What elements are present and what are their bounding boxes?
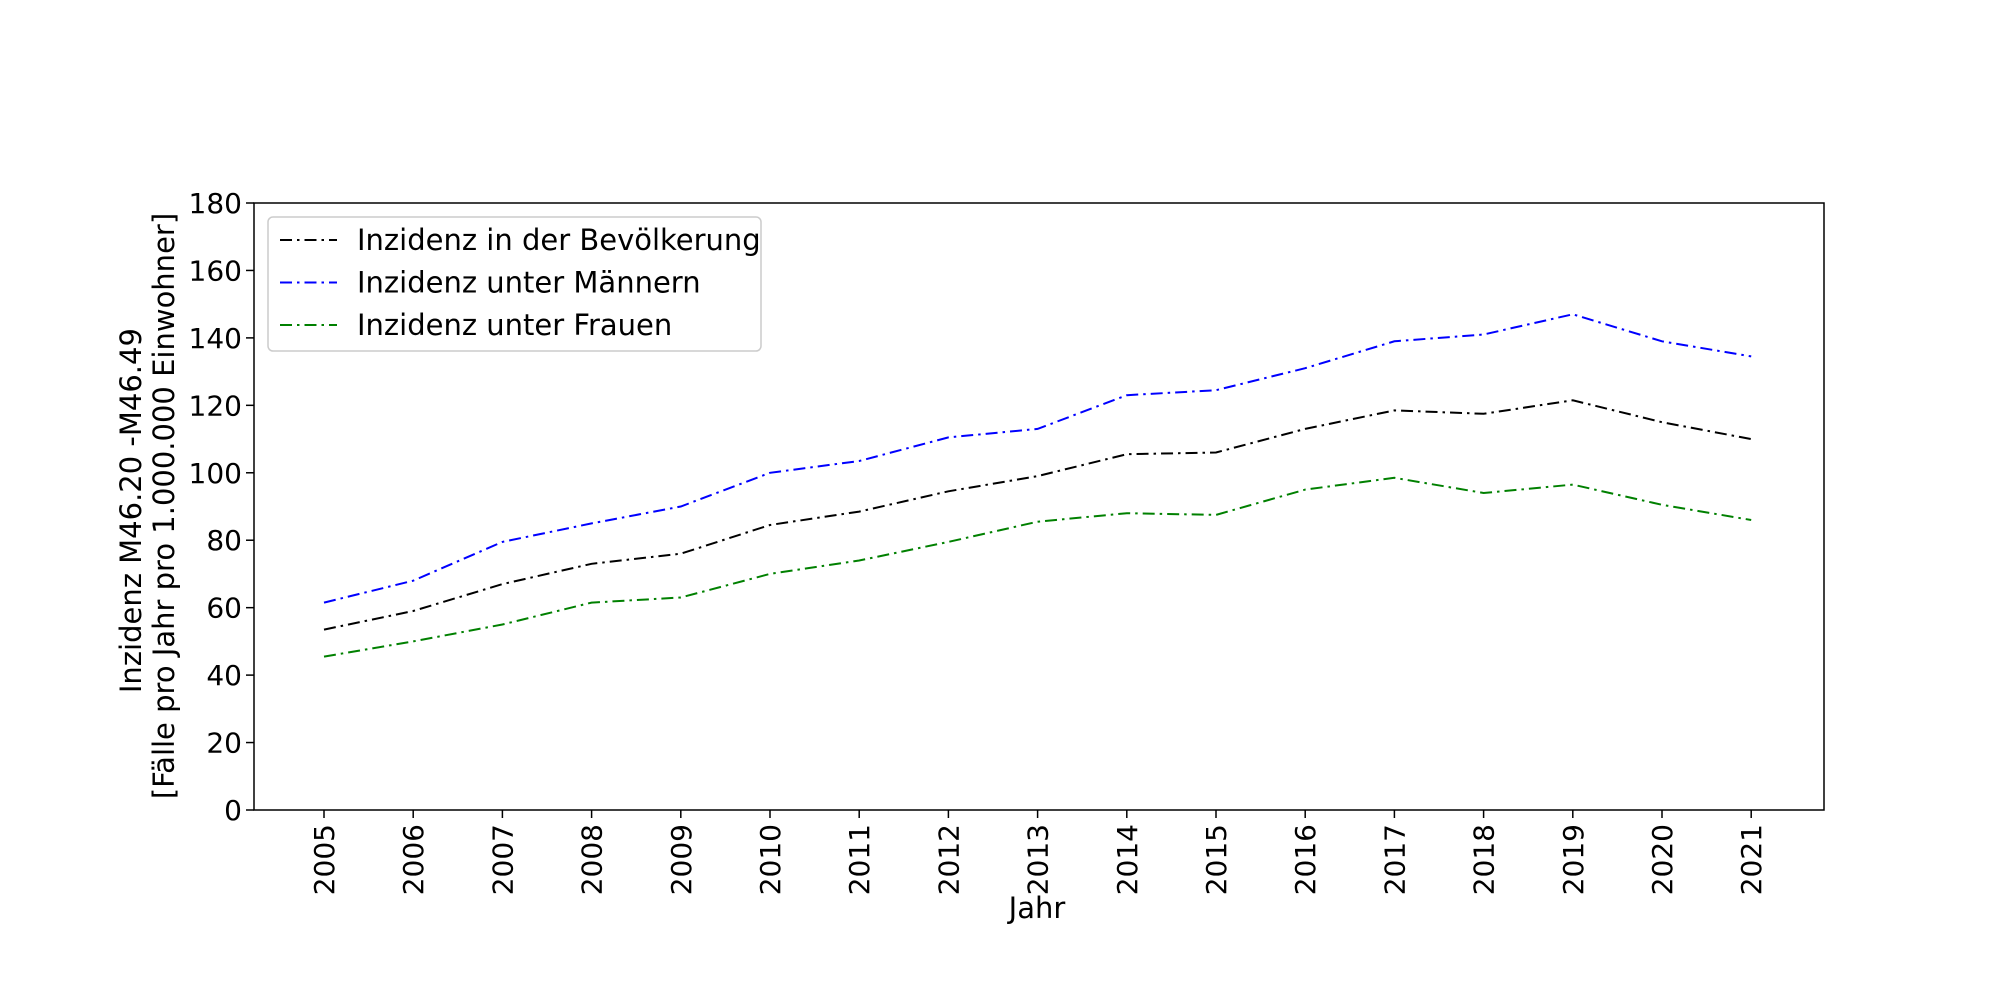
x-tick-label: 2016 <box>1289 824 1322 895</box>
y-tick-label: 180 <box>189 187 242 220</box>
x-axis: 2005 2006 2007 2008 2009 2010 2011 2012 2013 2014… <box>308 810 1768 895</box>
y-axis-label: Inzidenz M46.20 -M46.49 [Fälle pro Jahr … <box>114 213 181 799</box>
x-tick-label: 2010 <box>754 824 787 895</box>
legend-label-2: Inzidenz unter Frauen <box>357 308 672 342</box>
series-line-0 <box>323 399 1752 631</box>
x-tick-label: 2009 <box>665 824 698 895</box>
x-tick-label: 2013 <box>1022 824 1055 895</box>
y-axis-label-line-2: [Fälle pro Jahr pro 1.000.000 Einwohner] <box>147 213 181 799</box>
legend-box <box>267 216 762 352</box>
x-tick-label: 2017 <box>1378 824 1411 895</box>
legend-label-0: Inzidenz in der Bevölkerung <box>357 223 761 257</box>
x-tick-label: 2005 <box>308 824 341 895</box>
y-tick-label: 0 <box>224 794 242 827</box>
x-tick-label: 2020 <box>1646 824 1679 895</box>
x-tick-label: 2018 <box>1468 824 1501 895</box>
y-tick-label: 20 <box>206 727 242 760</box>
series-lines <box>323 313 1752 658</box>
legend: Inzidenz in der Bevölkerung Inzidenz unte… <box>267 216 762 352</box>
x-tick-label: 2007 <box>486 824 519 895</box>
legend-label-1: Inzidenz unter Männern <box>357 266 701 300</box>
y-tick-label: 120 <box>189 389 242 422</box>
x-tick-label: 2014 <box>1111 824 1144 895</box>
x-axis-label: Jahr <box>1007 891 1066 925</box>
x-tick-label: 2008 <box>576 824 609 895</box>
x-tick-label: 2015 <box>1200 824 1233 895</box>
x-tick-label: 2019 <box>1557 824 1590 895</box>
x-tick-label: 2006 <box>397 824 430 895</box>
x-tick-label: 2021 <box>1735 824 1768 895</box>
y-axis: 0 20 40 60 80 100 120 140 160 180 <box>189 187 254 827</box>
y-tick-label: 60 <box>206 592 242 625</box>
y-tick-label: 80 <box>206 524 242 557</box>
x-tick-label: 2011 <box>843 824 876 895</box>
series-line-1 <box>323 313 1752 604</box>
series-line-2 <box>323 476 1752 658</box>
y-axis-label-line-1: Inzidenz M46.20 -M46.49 <box>114 328 148 693</box>
y-tick-label: 160 <box>189 254 242 287</box>
x-tick-label: 2012 <box>932 824 965 895</box>
y-tick-label: 140 <box>189 322 242 355</box>
y-tick-label: 40 <box>206 659 242 692</box>
y-tick-label: 100 <box>189 457 242 490</box>
